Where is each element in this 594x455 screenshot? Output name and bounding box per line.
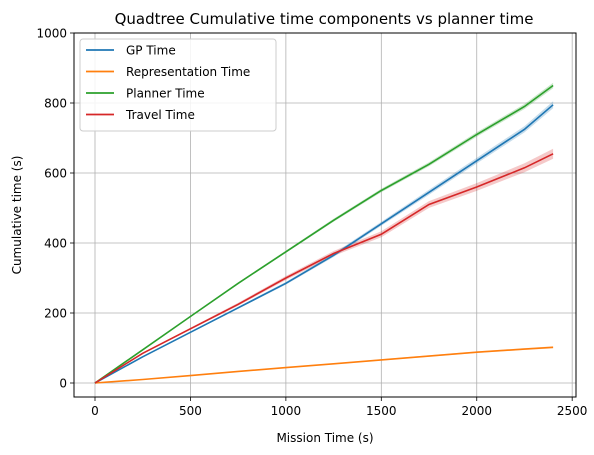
series-lines	[94, 84, 554, 384]
y-tick-label: 400	[44, 237, 67, 251]
y-tick-label: 600	[44, 167, 67, 181]
y-ticks: 0 200 400 600 800 1000	[36, 27, 74, 391]
y-tick-label: 0	[59, 377, 67, 391]
x-tick-label: 2000	[461, 404, 492, 418]
legend-label-travel-time: Travel Time	[125, 108, 195, 122]
x-tick-label: 1000	[271, 404, 302, 418]
legend-box	[79, 38, 277, 132]
legend-label-planner-time: Planner Time	[126, 87, 205, 101]
x-tick-label: 0	[91, 404, 99, 418]
representation-time-line	[94, 346, 554, 384]
y-tick-label: 800	[44, 97, 67, 111]
x-tick-label: 2500	[557, 404, 588, 418]
gp-time-band	[95, 101, 554, 384]
legend-label-gp-time: GP Time	[126, 44, 176, 58]
y-tick-label: 200	[44, 307, 67, 321]
plot-frame	[73, 32, 577, 398]
x-tick-label: 1500	[366, 404, 397, 418]
y-tick-label: 1000	[36, 27, 67, 41]
chart-title: Quadtree Cumulative time components vs p…	[115, 10, 534, 28]
travel-time-line	[94, 153, 554, 384]
planner-time-line	[94, 84, 554, 384]
y-axis-label: Cumulative time (s)	[10, 156, 24, 275]
x-tick-label: 500	[179, 404, 202, 418]
legend: GP Time Representation Time Planner Time Tr…	[79, 38, 277, 132]
travel-time-band	[95, 148, 554, 383]
x-axis-label: Mission Time (s)	[276, 431, 373, 445]
gp-time-line	[94, 104, 554, 384]
x-ticks: 0 500 1000 1500 2000 2500	[91, 397, 587, 418]
legend-label-representation-time: Representation Time	[126, 65, 250, 79]
